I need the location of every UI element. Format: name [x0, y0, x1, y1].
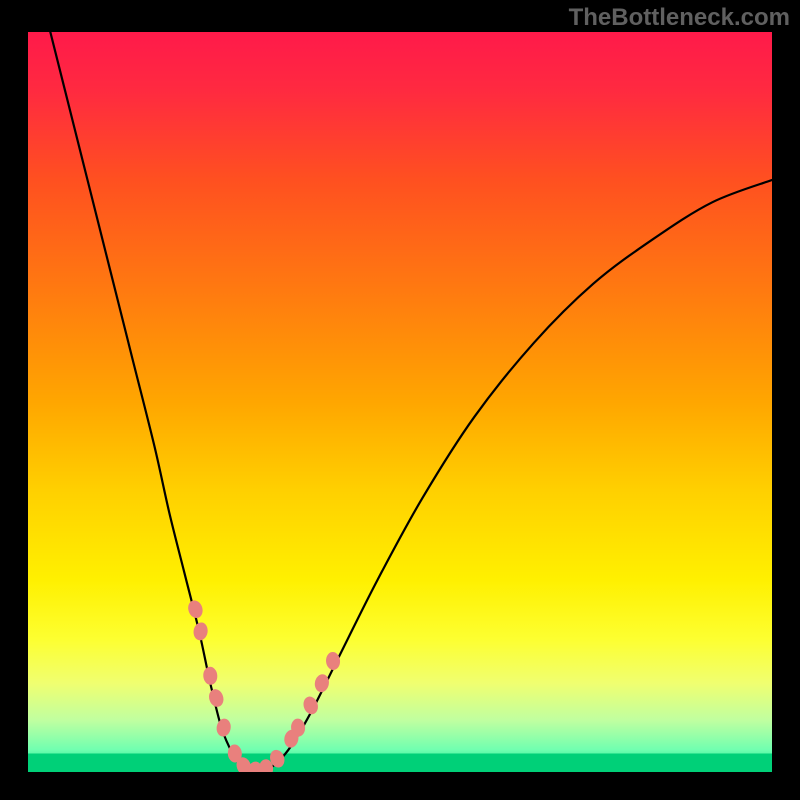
data-marker — [215, 718, 232, 738]
bottom-band — [28, 754, 772, 773]
marker-group — [186, 598, 341, 772]
bottleneck-curve — [50, 32, 772, 772]
data-marker — [192, 621, 209, 641]
data-marker — [207, 687, 226, 708]
watermark-text: TheBottleneck.com — [569, 4, 790, 32]
data-marker — [186, 598, 205, 619]
chart-overlay — [28, 32, 772, 772]
data-marker — [203, 666, 219, 685]
data-marker — [325, 651, 341, 670]
chart-container: TheBottleneck.com — [0, 0, 800, 800]
data-marker — [313, 673, 330, 693]
